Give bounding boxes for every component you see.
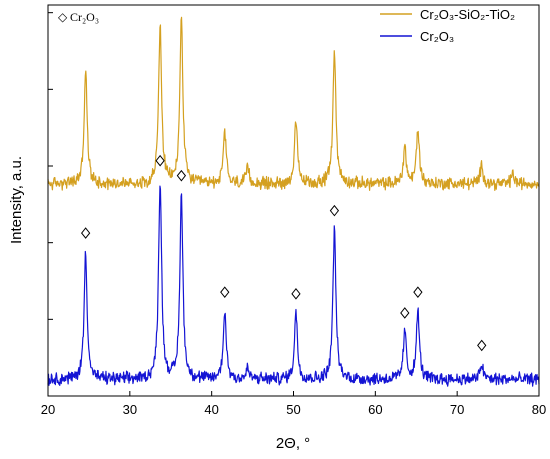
series-line-composite (47, 16, 540, 192)
x-tick-label: 50 (286, 402, 300, 417)
marker-legend-label: Cr₂O₃ (70, 10, 99, 24)
diamond-marker (81, 227, 91, 239)
y-axis-ticks (48, 12, 53, 320)
x-tick-label: 70 (450, 402, 464, 417)
x-tick-label: 20 (41, 402, 55, 417)
series-line-cr2o3 (47, 185, 540, 387)
legend-label-cr2o3: Cr₂O₃ (420, 29, 454, 44)
x-tick-label: 30 (123, 402, 137, 417)
diamond-marker (400, 307, 410, 319)
x-axis-ticks: 20 30 40 50 60 70 80 (41, 391, 546, 417)
diamond-marker (176, 169, 187, 182)
diamond-marker (155, 154, 165, 167)
x-tick-label: 40 (204, 402, 218, 417)
diamond-marker (291, 288, 301, 300)
legend-label-composite: Cr₂O₃-SiO₂-TiO₂ (420, 7, 515, 22)
x-tick-label: 80 (532, 402, 546, 417)
x-axis-label: 2Θ, ° (276, 435, 310, 452)
y-axis-label: Intensity, a.u. (8, 156, 25, 244)
diamond-marker (477, 339, 487, 352)
diamond-marker (413, 286, 423, 298)
plot-frame (47, 4, 540, 397)
series-legend: Cr₂O₃-SiO₂-TiO₂ Cr₂O₃ (380, 7, 515, 44)
diamond-marker (329, 204, 340, 217)
diamond-marker (220, 286, 230, 298)
diamond-markers-group (81, 154, 487, 352)
x-tick-label: 60 (368, 402, 382, 417)
marker-legend-symbol: ◇ (58, 10, 68, 24)
traces-group (47, 16, 540, 387)
